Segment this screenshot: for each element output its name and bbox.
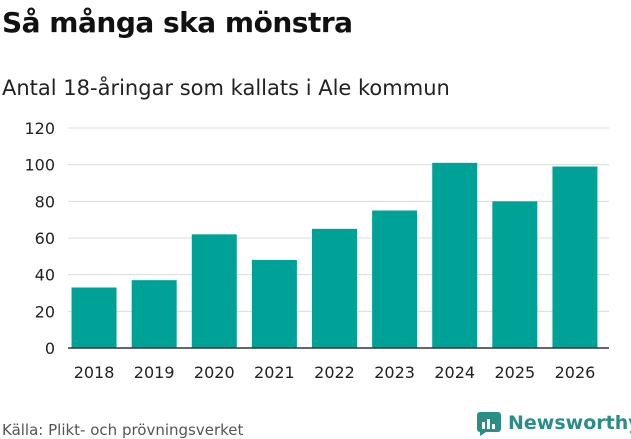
x-tick-label: 2025 (494, 363, 535, 382)
chart-subtitle: Antal 18-åringar som kallats i Ale kommu… (2, 76, 450, 100)
y-tick-label: 40 (35, 266, 55, 285)
x-tick-label: 2018 (74, 363, 115, 382)
bar-2022 (312, 228, 357, 348)
x-tick-label: 2022 (314, 363, 355, 382)
y-tick-label: 20 (35, 302, 55, 321)
bar-2019 (131, 280, 177, 348)
bar-2018 (71, 287, 117, 348)
bar-2026 (552, 166, 598, 348)
bar-2020 (191, 234, 237, 348)
x-tick-label: 2026 (555, 363, 596, 382)
chart-title: Så många ska mönstra (2, 6, 353, 39)
x-tick-label: 2024 (434, 363, 475, 382)
x-tick-label: 2019 (134, 363, 175, 382)
x-tick-label: 2021 (254, 363, 295, 382)
bar-2024 (432, 162, 478, 348)
source-note: Källa: Plikt- och prövningsverket (2, 421, 244, 439)
y-tick-label: 60 (35, 229, 55, 248)
x-tick-label: 2020 (194, 363, 235, 382)
bar-2025 (492, 201, 538, 348)
bar-2021 (251, 260, 297, 348)
newsworthy-logo: Newsworthy (476, 409, 631, 437)
y-tick-label: 100 (24, 156, 55, 175)
x-tick-label: 2023 (374, 363, 415, 382)
brand-name: Newsworthy (508, 412, 631, 434)
y-tick-label: 80 (35, 192, 55, 211)
y-tick-label: 120 (24, 119, 55, 138)
newsworthy-chart-icon (477, 412, 501, 436)
y-tick-label: 0 (45, 339, 55, 358)
bar-2023 (372, 210, 418, 348)
